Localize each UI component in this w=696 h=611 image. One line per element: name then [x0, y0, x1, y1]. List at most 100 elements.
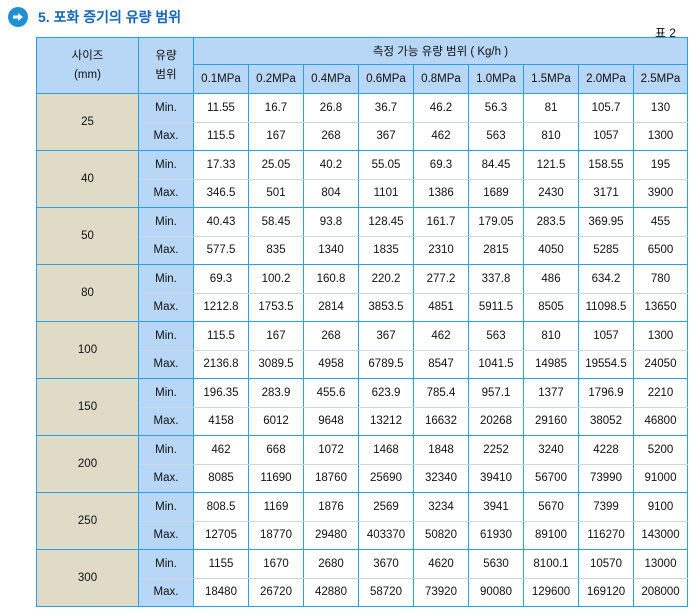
max-label-cell: Max. [138, 577, 194, 607]
value-cell: 1155 [193, 549, 249, 579]
value-cell: 40.43 [193, 207, 249, 237]
size-cell: 100 [36, 321, 139, 379]
value-cell: 2430 [523, 178, 579, 208]
min-label-cell: Min. [138, 264, 194, 294]
value-cell: 195 [633, 150, 688, 180]
value-cell: 38052 [578, 406, 634, 436]
value-cell: 58720 [358, 577, 414, 607]
value-cell: 1057 [578, 321, 634, 351]
value-cell: 4620 [413, 549, 469, 579]
value-cell: 808.5 [193, 492, 249, 522]
value-cell: 9648 [303, 406, 359, 436]
value-cell: 16632 [413, 406, 469, 436]
value-cell: 11098.5 [578, 292, 634, 322]
value-cell: 73920 [413, 577, 469, 607]
value-cell: 158.55 [578, 150, 634, 180]
value-cell: 2569 [358, 492, 414, 522]
value-cell: 462 [193, 435, 249, 465]
value-cell: 11.55 [193, 93, 249, 123]
min-label-cell: Min. [138, 150, 194, 180]
max-label-cell: Max. [138, 121, 194, 151]
value-cell: 61930 [468, 520, 524, 550]
value-cell: 1876 [303, 492, 359, 522]
table-row: 150 Min. 196.35 283.9 455.6 623.9 785.4 957.1 13… [36, 378, 688, 436]
value-cell: 4228 [578, 435, 634, 465]
value-cell: 1340 [303, 235, 359, 265]
value-cell: 13000 [633, 549, 688, 579]
value-cell: 1300 [633, 321, 688, 351]
table-row: 50 Min. 40.43 58.45 93.8 128.45 161.7 179.05 283… [36, 207, 688, 265]
table-row: Max. 346.5 501 804 1101 1386 1689 2430 3171 3900 [37, 178, 688, 208]
arrow-right-icon [8, 7, 28, 27]
value-cell: 8505 [523, 292, 579, 322]
table-row: 250 Min. 808.5 1169 1876 2569 3234 3941 5670 7399… [36, 492, 688, 550]
value-cell: 1041.5 [468, 349, 524, 379]
value-cell: 17.33 [193, 150, 249, 180]
max-label-cell: Max. [138, 235, 194, 265]
section-heading: 5. 포화 증기의 유량 범위 [8, 7, 181, 27]
value-cell: 105.7 [578, 93, 634, 123]
value-cell: 2815 [468, 235, 524, 265]
value-cell: 90080 [468, 577, 524, 607]
value-cell: 3089.5 [248, 349, 304, 379]
value-cell: 1101 [358, 178, 414, 208]
min-label-cell: Min. [138, 207, 194, 237]
value-cell: 56.3 [468, 93, 524, 123]
value-cell: 18760 [303, 463, 359, 493]
range-header-line2: 범위 [155, 68, 177, 81]
value-cell: 81 [523, 93, 579, 123]
value-cell: 115.5 [193, 121, 249, 151]
value-cell: 810 [523, 121, 579, 151]
table-row: Max. 1212.8 1753.5 2814 3853.5 4851 5911.5 8505… [37, 292, 688, 322]
max-label-cell: Max. [138, 292, 194, 322]
value-cell: 18480 [193, 577, 249, 607]
size-cell: 300 [36, 549, 139, 607]
value-cell: 167 [248, 321, 304, 351]
pressure-header-cell: 1.0MPa [468, 64, 524, 94]
size-cell: 150 [36, 378, 139, 436]
value-cell: 46.2 [413, 93, 469, 123]
value-cell: 369.95 [578, 207, 634, 237]
value-cell: 1377 [523, 378, 579, 408]
value-cell: 7399 [578, 492, 634, 522]
table-row: 40 Min. 17.33 25.05 40.2 55.05 69.3 84.45 121.5 1… [36, 150, 688, 208]
table-body: 25 Min. 11.55 16.7 26.8 36.7 46.2 56.3 81 105.7 13… [36, 93, 688, 607]
value-cell: 455.6 [303, 378, 359, 408]
value-cell: 1796.9 [578, 378, 634, 408]
value-cell: 128.45 [358, 207, 414, 237]
value-cell: 91000 [633, 463, 688, 493]
value-cell: 13212 [358, 406, 414, 436]
table-row: 200 Min. 462 668 1072 1468 1848 2252 3240 4228 520… [36, 435, 688, 493]
value-cell: 19554.5 [578, 349, 634, 379]
size-cell: 40 [36, 150, 139, 208]
max-label-cell: Max. [138, 406, 194, 436]
value-cell: 2136.8 [193, 349, 249, 379]
value-cell: 268 [303, 121, 359, 151]
value-cell: 1300 [633, 121, 688, 151]
max-label-cell: Max. [138, 178, 194, 208]
value-cell: 4851 [413, 292, 469, 322]
value-cell: 2814 [303, 292, 359, 322]
max-label-cell: Max. [138, 463, 194, 493]
value-cell: 1072 [303, 435, 359, 465]
value-cell: 69.3 [193, 264, 249, 294]
min-label-cell: Min. [138, 492, 194, 522]
value-cell: 208000 [633, 577, 688, 607]
value-cell: 25.05 [248, 150, 304, 180]
size-cell: 250 [36, 492, 139, 550]
pressure-header-cell: 0.6MPa [358, 64, 414, 94]
value-cell: 8547 [413, 349, 469, 379]
value-cell: 46800 [633, 406, 688, 436]
value-cell: 668 [248, 435, 304, 465]
value-cell: 1689 [468, 178, 524, 208]
value-cell: 130 [633, 93, 688, 123]
value-cell: 10570 [578, 549, 634, 579]
value-cell: 24050 [633, 349, 688, 379]
table-row: Max. 12705 18770 29480 403370 50820 61930 89100… [37, 520, 688, 550]
value-cell: 143000 [633, 520, 688, 550]
value-cell: 1848 [413, 435, 469, 465]
value-cell: 14985 [523, 349, 579, 379]
table-row: Max. 18480 26720 42880 58720 73920 90080 129600… [37, 577, 688, 607]
value-cell: 367 [358, 321, 414, 351]
value-cell: 121.5 [523, 150, 579, 180]
